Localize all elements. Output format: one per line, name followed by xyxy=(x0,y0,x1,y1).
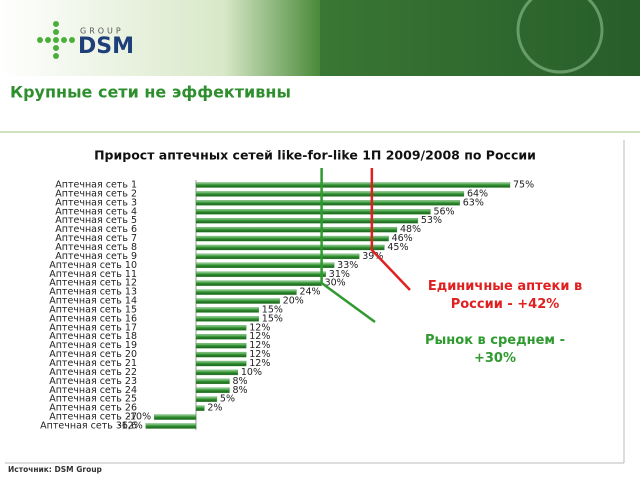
value-label: 48% xyxy=(400,224,421,235)
bar xyxy=(195,387,230,393)
bar xyxy=(195,378,230,385)
bar xyxy=(195,334,247,340)
value-label: 20% xyxy=(283,296,304,307)
clock-decoration xyxy=(516,0,604,74)
category-label: Аптечная сеть 36,6 xyxy=(40,421,137,432)
logo: DSM xyxy=(78,34,134,59)
value-label: 45% xyxy=(387,242,408,253)
value-label: 12% xyxy=(249,322,270,333)
bar xyxy=(195,396,218,402)
bar xyxy=(195,244,385,251)
bar xyxy=(195,182,511,188)
bar xyxy=(153,414,197,420)
bar xyxy=(195,253,360,260)
bar xyxy=(195,360,247,367)
reference-line xyxy=(320,168,376,324)
value-label: 15% xyxy=(262,304,283,315)
value-label: 24% xyxy=(299,287,320,298)
value-label: 12% xyxy=(249,349,270,360)
category-label: Аптечная сеть 1 xyxy=(55,180,137,191)
category-label: Аптечная сеть 2 xyxy=(55,188,137,199)
category-label: Аптечная сеть 14 xyxy=(49,296,137,307)
bar xyxy=(195,316,259,322)
category-label: Аптечная сеть 18 xyxy=(49,331,137,342)
bar xyxy=(195,343,247,349)
value-label: 39% xyxy=(362,251,383,262)
logo-sub: GROUP xyxy=(80,27,124,36)
slide-title: Крупные сети не эффективны xyxy=(10,83,291,102)
category-label: Аптечная сеть 24 xyxy=(49,385,137,396)
category-label: Аптечная сеть 21 xyxy=(49,358,137,369)
category-label: Аптечная сеть 7 xyxy=(55,233,137,244)
reference-label: Единичные аптеки в России - +42% xyxy=(427,279,583,312)
bar xyxy=(195,369,239,376)
category-label: Аптечная сеть 17 xyxy=(49,322,137,333)
bar xyxy=(195,235,389,242)
category-label: Аптечная сеть 11 xyxy=(49,269,137,280)
bar xyxy=(195,271,326,277)
bar xyxy=(195,280,322,286)
source: Источник: DSM Group xyxy=(8,465,103,474)
bar xyxy=(195,200,460,206)
category-label: Аптечная сеть 20 xyxy=(49,349,137,360)
category-label: Аптечная сеть 10 xyxy=(49,260,137,271)
value-label: 75% xyxy=(513,180,534,191)
category-label: Аптечная сеть 25 xyxy=(49,394,137,405)
category-label: Аптечная сеть 8 xyxy=(55,242,137,253)
bar xyxy=(195,405,205,411)
category-label: Аптечная сеть 15 xyxy=(49,304,137,315)
value-label: 8% xyxy=(232,385,247,396)
logo-cross xyxy=(37,21,75,59)
value-label: 63% xyxy=(463,197,484,208)
value-label: 15% xyxy=(262,313,283,324)
value-label: 10% xyxy=(241,367,262,378)
value-label: 46% xyxy=(392,233,413,244)
bar xyxy=(195,298,280,304)
bar xyxy=(195,191,465,197)
bar xyxy=(195,289,297,295)
bar xyxy=(145,423,197,429)
value-label: 56% xyxy=(433,206,454,217)
category-label: Аптечная сеть 16 xyxy=(49,313,137,324)
category-label: Аптечная сеть 6 xyxy=(55,224,137,235)
value-label: 12% xyxy=(249,340,270,351)
category-label: Аптечная сеть 5 xyxy=(55,215,137,226)
category-label: Аптечная сеть 23 xyxy=(49,376,137,387)
bar xyxy=(195,307,259,313)
value-label: 53% xyxy=(421,215,442,226)
category-label: Аптечная сеть 22 xyxy=(49,367,137,378)
category-label: Аптечная сеть 27 xyxy=(49,412,137,423)
chart-title: Прирост аптечных сетей like-for-like 1П … xyxy=(94,148,536,163)
bar xyxy=(195,226,398,233)
value-label: 64% xyxy=(467,188,488,199)
value-label: 33% xyxy=(337,260,358,271)
bar xyxy=(195,325,247,331)
value-label: -10% xyxy=(127,412,152,423)
value-label: -12% xyxy=(118,421,143,432)
category-label: Аптечная сеть 26 xyxy=(49,403,137,414)
header-image xyxy=(320,0,640,76)
reference-line xyxy=(370,168,411,291)
value-label: 31% xyxy=(329,269,350,280)
value-label: 2% xyxy=(207,403,222,414)
value-label: 30% xyxy=(325,278,346,289)
category-label: Аптечная сеть 3 xyxy=(55,197,137,208)
category-label: Аптечная сеть 4 xyxy=(55,206,137,217)
reference-label: Рынок в среднем - +30% xyxy=(425,333,565,366)
bar xyxy=(195,218,419,224)
value-label: 12% xyxy=(249,358,270,369)
value-label: 12% xyxy=(249,331,270,342)
value-label: 5% xyxy=(220,394,235,405)
category-label: Аптечная сеть 9 xyxy=(55,251,137,262)
category-label: Аптечная сеть 12 xyxy=(49,278,137,289)
bar xyxy=(195,262,335,268)
bar xyxy=(195,351,247,358)
bar xyxy=(195,209,431,215)
value-label: 8% xyxy=(232,376,247,387)
category-label: Аптечная сеть 13 xyxy=(49,287,137,298)
category-label: Аптечная сеть 19 xyxy=(49,340,137,351)
